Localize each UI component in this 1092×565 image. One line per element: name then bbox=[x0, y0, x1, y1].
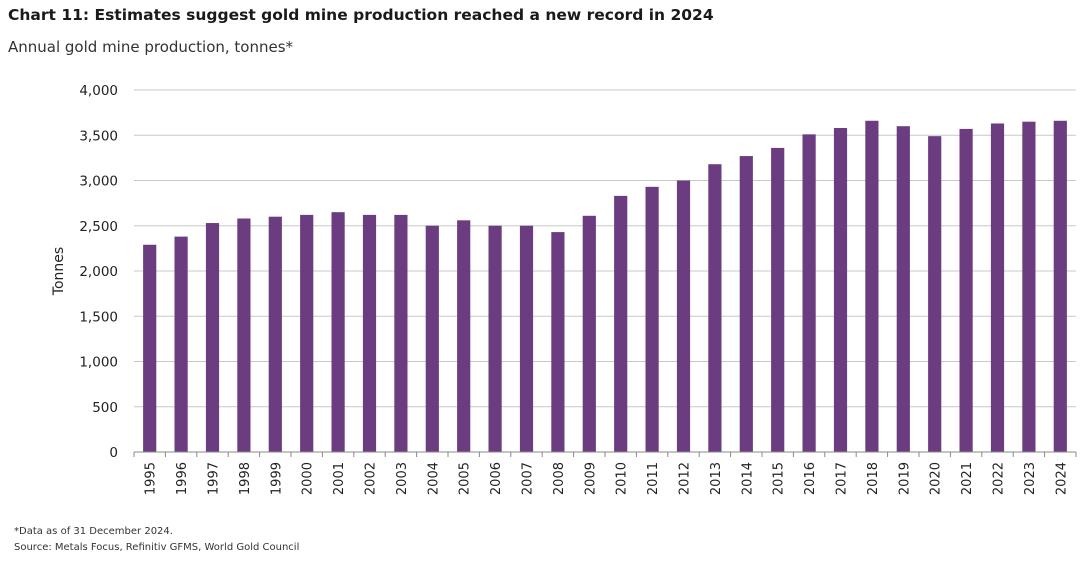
x-tick-label: 2003 bbox=[395, 462, 410, 495]
bar-2001 bbox=[331, 212, 345, 452]
y-axis-title: Tonnes bbox=[51, 247, 67, 296]
bar-1999 bbox=[268, 216, 282, 452]
bar-1998 bbox=[237, 218, 251, 452]
bar-2017 bbox=[833, 128, 848, 452]
y-tick-label: 3,500 bbox=[79, 128, 118, 144]
bar-2020 bbox=[928, 136, 942, 452]
y-tick-label: 500 bbox=[92, 400, 118, 416]
bar-chart: 05001,0001,5002,0002,5003,0003,5004,000 … bbox=[51, 83, 1077, 495]
x-tick-label: 1998 bbox=[238, 462, 253, 495]
x-axis-ticks: 1995 1996 1997 1998 1999 2000 2001 2002 2003 2004… bbox=[133, 452, 1077, 495]
bar-2000 bbox=[300, 214, 314, 452]
bar-1995 bbox=[143, 244, 157, 452]
x-tick-label: 2009 bbox=[583, 462, 598, 495]
bar-2018 bbox=[865, 120, 879, 453]
x-tick-label: 2016 bbox=[803, 462, 818, 495]
x-tick-label: 2015 bbox=[772, 462, 787, 495]
source-note: Source: Metals Focus, Refinitiv GFMS, Wo… bbox=[14, 542, 300, 553]
bar-2015 bbox=[771, 147, 785, 453]
x-tick-label: 2021 bbox=[960, 462, 975, 495]
bar-1997 bbox=[205, 223, 220, 452]
y-tick-label: 3,000 bbox=[79, 174, 118, 190]
bar-2010 bbox=[614, 195, 628, 452]
chart-title: Chart 11: Estimates suggest gold mine pr… bbox=[8, 6, 714, 24]
y-tick-label: 1,000 bbox=[79, 355, 118, 371]
chart-subtitle: Annual gold mine production, tonnes* bbox=[8, 38, 294, 56]
bar-1996 bbox=[174, 236, 188, 452]
x-tick-label: 2005 bbox=[458, 462, 473, 495]
x-tick-label: 1999 bbox=[269, 462, 284, 495]
x-tick-label: 2008 bbox=[552, 462, 567, 495]
bar-2006 bbox=[488, 225, 502, 452]
footnote: *Data as of 31 December 2024. bbox=[14, 526, 173, 537]
bar-2019 bbox=[896, 126, 910, 452]
y-tick-label: 2,000 bbox=[79, 264, 118, 280]
x-tick-label: 2007 bbox=[521, 462, 536, 495]
bar-2013 bbox=[708, 164, 722, 452]
y-tick-label: 4,000 bbox=[79, 83, 118, 99]
x-tick-label: 2014 bbox=[740, 462, 755, 495]
y-axis-ticks: 0 500 1,000 1,500 2,000 2,500 3,000 3,500 4,000 bbox=[79, 83, 118, 461]
x-tick-label: 2011 bbox=[646, 462, 661, 495]
bar-2016 bbox=[802, 134, 816, 452]
bar-2002 bbox=[362, 214, 377, 452]
bar-2023 bbox=[1022, 121, 1036, 453]
x-tick-label: 2024 bbox=[1054, 462, 1069, 495]
x-tick-label: 2004 bbox=[426, 462, 441, 495]
bar-2005 bbox=[457, 220, 471, 452]
bar-2009 bbox=[582, 215, 596, 452]
bar-2008 bbox=[551, 232, 565, 452]
bar-2007 bbox=[519, 225, 534, 452]
x-tick-label: 2017 bbox=[835, 462, 850, 495]
bar-2012 bbox=[676, 180, 691, 452]
x-tick-label: 2022 bbox=[992, 462, 1007, 495]
bar-2003 bbox=[394, 214, 408, 452]
x-tick-label: 2019 bbox=[897, 462, 912, 495]
x-tick-label: 2012 bbox=[678, 462, 693, 495]
bar-2024 bbox=[1053, 120, 1067, 453]
x-tick-label: 2013 bbox=[709, 462, 724, 495]
x-tick-label: 2001 bbox=[332, 462, 347, 495]
bar-2021 bbox=[959, 128, 973, 453]
x-tick-label: 2006 bbox=[489, 462, 504, 495]
x-tick-label: 1996 bbox=[175, 462, 190, 495]
y-tick-label: 0 bbox=[109, 445, 118, 461]
x-tick-label: 1995 bbox=[144, 462, 159, 495]
bar-2014 bbox=[739, 156, 753, 452]
y-tick-label: 1,500 bbox=[79, 309, 118, 325]
gridlines bbox=[134, 89, 1076, 408]
y-tick-label: 2,500 bbox=[79, 219, 118, 235]
x-tick-label: 2023 bbox=[1023, 462, 1038, 495]
x-tick-label: 2018 bbox=[866, 462, 881, 495]
x-tick-label: 2010 bbox=[615, 462, 630, 495]
bar-2011 bbox=[645, 186, 659, 452]
x-tick-label: 1997 bbox=[207, 462, 222, 495]
bar-2022 bbox=[990, 123, 1005, 453]
bars bbox=[143, 120, 1067, 453]
x-tick-label: 2000 bbox=[301, 462, 316, 495]
bar-2004 bbox=[425, 225, 439, 452]
x-tick-label: 2002 bbox=[364, 462, 379, 495]
x-tick-label: 2020 bbox=[929, 462, 944, 495]
